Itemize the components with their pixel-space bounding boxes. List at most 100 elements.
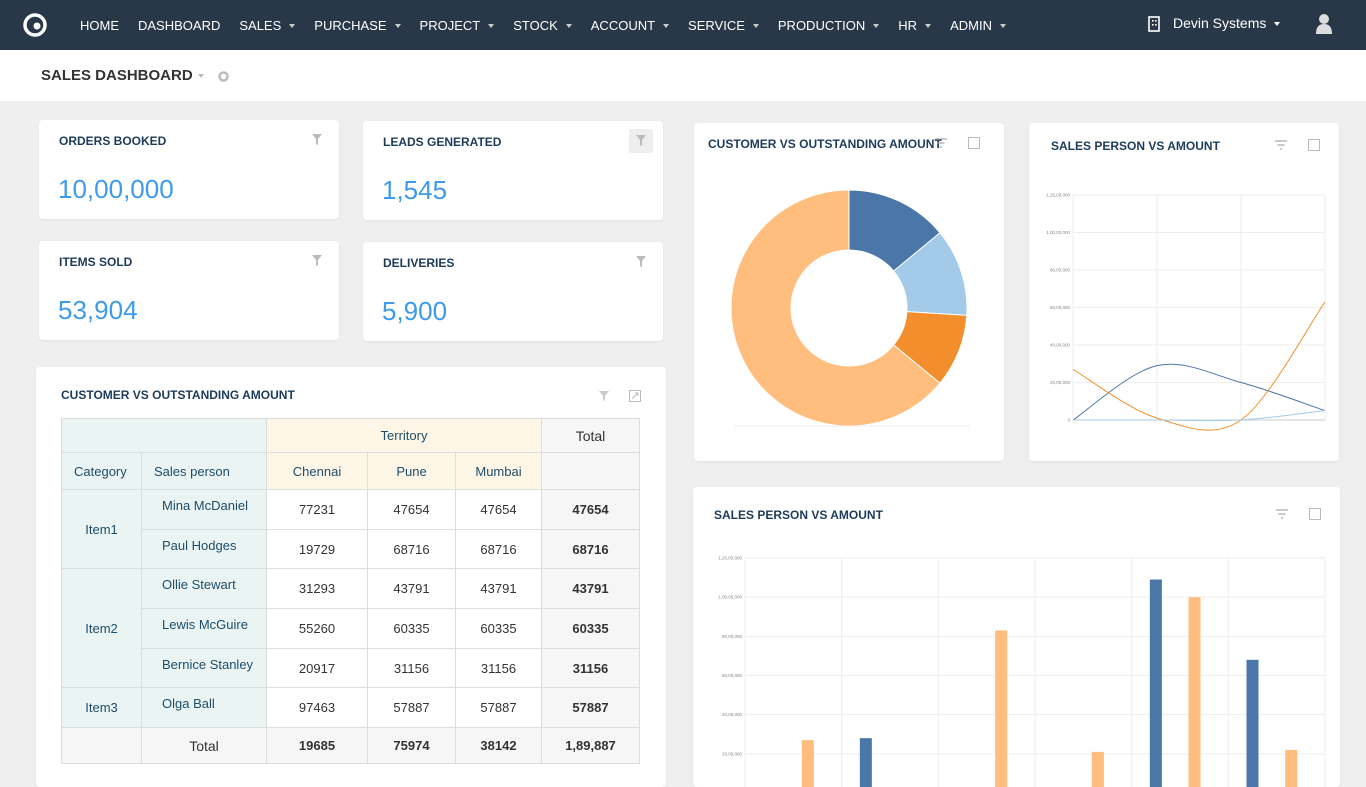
company-icon — [1148, 16, 1160, 32]
nav-item[interactable]: PROJECT — [420, 18, 495, 33]
data-row: Paul Hodges 19729 68716 68716 68716 — [62, 528, 640, 570]
filter-icon — [935, 138, 947, 148]
total-cell: 31156 — [541, 647, 640, 689]
nav-label: DASHBOARD — [138, 17, 221, 33]
chart-card: SALES PERSON VS AMOUNT020,00,00040,00,00… — [693, 487, 1340, 787]
page-title: SALES DASHBOARD — [41, 67, 193, 84]
bar — [801, 740, 814, 787]
nav-item[interactable]: ACCOUNT — [590, 17, 670, 33]
logo[interactable] — [22, 12, 48, 38]
column-header: Category — [61, 452, 142, 490]
column-header: Mumbai — [455, 452, 542, 490]
column-header: Chennai — [266, 452, 368, 490]
funnel — [312, 134, 322, 145]
kpi-card: ITEMS SOLD 53,904 — [39, 241, 339, 340]
total-label: Total — [141, 727, 267, 765]
caret — [663, 24, 670, 29]
value-cell: 68716 — [367, 528, 456, 570]
kpi-value: 5,900 — [382, 296, 448, 326]
nav-label: STOCK — [513, 17, 558, 33]
filter-icon — [1275, 140, 1287, 150]
caret — [752, 24, 759, 29]
empty-cell — [61, 727, 142, 765]
y-tick-label: 20,00,000 — [722, 751, 743, 756]
value-cell: 19729 — [266, 528, 368, 570]
kpi-card: ORDERS BOOKED 10,00,000 — [39, 120, 339, 219]
value-cell: 31156 — [455, 647, 542, 689]
line-series — [1072, 363, 1326, 421]
value-cell: 31156 — [367, 647, 456, 689]
bar — [1091, 751, 1104, 787]
bar — [1149, 579, 1162, 787]
value-cell: 31293 — [266, 568, 368, 610]
bar — [995, 630, 1008, 787]
card-title: CUSTOMER VS OUTSTANDING AMOUNT — [61, 388, 295, 402]
kpi-title: DELIVERIES — [383, 256, 455, 270]
nav-label: HOME — [80, 17, 119, 33]
user-icon[interactable] — [1315, 13, 1333, 35]
expand-icon — [1309, 508, 1321, 520]
column-header: Pune — [367, 452, 456, 490]
caret — [873, 24, 880, 29]
total-cell: 43791 — [541, 568, 640, 610]
nav-item[interactable]: STOCK — [513, 18, 572, 33]
filter-icon[interactable] — [598, 390, 610, 402]
data-row: Bernice Stanley 20917 31156 31156 31156 — [62, 647, 640, 689]
funnel — [636, 256, 646, 267]
title-caret[interactable] — [198, 74, 204, 78]
person-cell: Ollie Stewart — [141, 568, 267, 610]
nav-item[interactable]: ADMIN — [950, 18, 1006, 33]
nav-label: PROJECT — [419, 17, 481, 33]
nav-item[interactable]: SERVICE — [688, 18, 759, 33]
nav-label: ACCOUNT — [590, 17, 656, 33]
kpi-value: 1,545 — [382, 175, 448, 205]
card-tools — [598, 389, 642, 407]
nav-item[interactable]: SALES — [239, 18, 296, 33]
person-cell: Mina McDaniel — [141, 489, 267, 530]
nav-item[interactable]: HR — [898, 18, 932, 33]
chart: 020,00,00040,00,00060,00,00080,00,0001,0… — [1046, 193, 1326, 431]
filter-icon — [1276, 509, 1288, 519]
y-tick-label: 0 — [1067, 418, 1070, 423]
company-menu[interactable]: Devin Systems — [1173, 15, 1281, 31]
data-row: Lewis McGuire 55260 60335 60335 60335 — [62, 608, 640, 649]
settings-icon[interactable] — [218, 71, 229, 82]
data-row: Item1 Mina McDaniel 77231 47654 47654 47654 — [61, 488, 640, 570]
kpi-title: LEADS GENERATED — [383, 135, 502, 149]
card-tools — [1276, 508, 1321, 520]
header-row: Category Sales person Chennai Pune Mumbai — [61, 452, 640, 490]
nav-item[interactable]: PURCHASE — [314, 17, 401, 33]
value-cell: 68716 — [455, 528, 542, 570]
filter-icon[interactable] — [629, 129, 653, 153]
value-cell: 43791 — [367, 568, 456, 610]
value-cell: 47654 — [367, 489, 456, 530]
caret — [999, 24, 1006, 29]
person-cell: Lewis McGuire — [141, 608, 267, 649]
nav-item[interactable]: HOME — [80, 18, 119, 33]
filter-icon[interactable] — [629, 250, 653, 274]
empty-cell — [541, 452, 640, 490]
nav-item[interactable]: PRODUCTION — [778, 18, 880, 33]
pivot-table: Territory Total Category Sales person Chenna… — [61, 418, 640, 765]
total-value: 75974 — [367, 727, 456, 765]
caret — [488, 24, 495, 29]
value-cell: 77231 — [266, 489, 368, 530]
total-cell: 47654 — [541, 489, 640, 530]
data-row: Item2 Ollie Stewart 31293 43791 43791 43791 — [61, 568, 640, 689]
y-tick-label: 1,00,00,000 — [718, 595, 742, 600]
chart: 020,00,00040,00,00060,00,00080,00,0001,0… — [718, 556, 1326, 787]
total-cell: 68716 — [541, 528, 640, 570]
filter-icon[interactable] — [305, 128, 329, 152]
top-nav: HOME DASHBOARD SALES PURCHASE PROJECT STOCK AC… — [0, 0, 1366, 50]
donut-slice — [730, 189, 941, 427]
total-header: Total — [541, 418, 640, 453]
filter-icon[interactable] — [305, 249, 329, 273]
nav-label: PURCHASE — [314, 17, 387, 33]
total-row: Total 19685 75974 38142 1,89,887 — [61, 727, 640, 765]
expand-icon[interactable] — [629, 390, 642, 402]
caret — [289, 24, 296, 29]
chart — [730, 189, 970, 427]
caret — [565, 24, 572, 29]
nav-item[interactable]: DASHBOARD — [138, 18, 220, 33]
